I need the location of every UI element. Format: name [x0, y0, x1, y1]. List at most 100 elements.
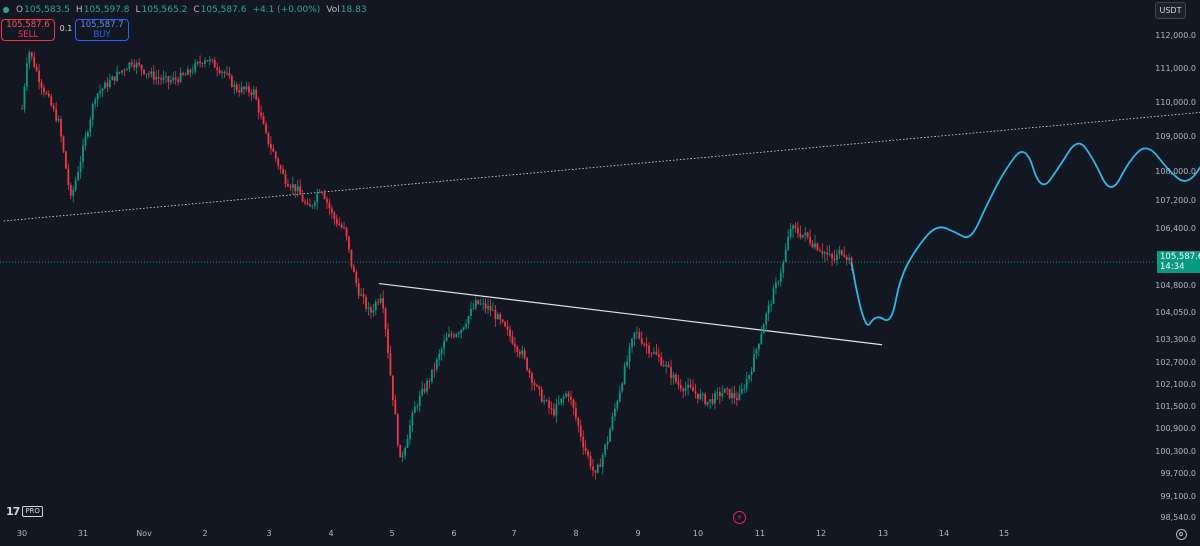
candle-body: [797, 227, 799, 234]
y-tick-label: 101,500.0: [1155, 402, 1196, 411]
candle-body: [787, 236, 790, 250]
candle-body: [140, 64, 143, 70]
candle-body: [126, 68, 128, 71]
candle-body: [104, 82, 106, 89]
candle-body: [89, 119, 92, 133]
candle-body: [116, 71, 119, 81]
ohlc-close: C 105,587.6: [193, 5, 247, 15]
candle-body: [643, 343, 646, 345]
candle-body: [130, 62, 133, 65]
buy-button[interactable]: 105,587.7 BUY: [75, 19, 129, 41]
candle-body: [682, 388, 685, 392]
candle-body: [794, 225, 797, 228]
candle-body: [448, 334, 450, 337]
candle-body: [789, 229, 792, 237]
candle-body: [709, 399, 711, 402]
candle-body: [657, 354, 660, 358]
candle-body: [777, 281, 780, 283]
candle-body: [521, 350, 524, 355]
candle-body: [474, 300, 477, 309]
candle-body: [167, 76, 170, 83]
candle-body: [330, 208, 333, 213]
candle-body: [301, 194, 304, 202]
candle-body: [135, 62, 138, 68]
candle-body: [435, 359, 438, 370]
ohlc-high: H 105,597.8: [75, 5, 130, 15]
candle-body: [565, 393, 568, 397]
candle-body: [348, 236, 350, 250]
candle-body: [404, 447, 406, 456]
candle-body: [570, 396, 572, 400]
candle-body: [611, 416, 614, 430]
candle-body: [418, 395, 421, 407]
candle-body: [816, 243, 819, 251]
candle-body: [560, 398, 563, 403]
candle-body: [782, 261, 785, 273]
candle-body: [455, 334, 458, 337]
candle-body: [243, 86, 245, 90]
candle-body: [635, 332, 638, 334]
candle-body: [345, 227, 348, 237]
candle-body: [172, 77, 175, 81]
candle-body: [350, 249, 353, 267]
x-tick-label: 2: [202, 529, 207, 538]
currency-selector[interactable]: USDT: [1155, 2, 1186, 19]
candle-body: [252, 89, 255, 95]
candle-body: [775, 282, 777, 289]
candle-body: [265, 123, 267, 133]
status-dot-icon: [3, 7, 9, 13]
y-tick-label: 98,540.0: [1160, 513, 1196, 522]
candle-body: [626, 361, 629, 366]
candle-body: [457, 333, 460, 335]
tradingview-logo[interactable]: 17 PRO: [6, 505, 43, 518]
candle-body: [155, 77, 158, 80]
candle-body: [84, 136, 87, 146]
candle-body: [426, 380, 428, 392]
candle-body: [496, 314, 499, 320]
candle-body: [523, 350, 526, 358]
x-tick-label: 11: [755, 529, 765, 538]
candle-body: [338, 223, 341, 225]
order-quantity[interactable]: 0.1: [59, 24, 73, 33]
candle-body: [616, 401, 619, 409]
candle-body: [828, 254, 831, 255]
candle-body: [306, 203, 309, 205]
candle-body: [379, 298, 382, 303]
candle-body: [184, 74, 187, 76]
x-tick-label: 10: [693, 529, 703, 538]
lightning-icon[interactable]: ⚡: [733, 511, 746, 524]
x-tick-label: 12: [816, 529, 826, 538]
projection-path: [850, 142, 1200, 326]
candle-body: [289, 186, 292, 188]
candle-body: [477, 300, 480, 305]
candle-body: [304, 201, 306, 204]
x-tick-label: 13: [878, 529, 888, 538]
candle-body: [843, 254, 846, 257]
candle-body: [445, 336, 448, 342]
y-tick-label: 106,400.0: [1155, 224, 1196, 233]
candle-body: [640, 338, 643, 344]
candle-body: [489, 306, 492, 311]
candle-body: [235, 84, 238, 91]
candle-body: [848, 257, 851, 261]
gear-icon[interactable]: [1176, 529, 1187, 540]
candle-body: [692, 387, 694, 392]
candle-body: [462, 327, 465, 330]
candle-body: [687, 384, 690, 389]
candle-body: [718, 391, 721, 397]
candle-body: [260, 112, 263, 117]
candle-body: [826, 252, 829, 255]
candle-body: [421, 388, 424, 396]
candle-body: [25, 63, 28, 87]
x-tick-label: 9: [635, 529, 640, 538]
candle-body: [589, 455, 592, 467]
candle-body: [511, 336, 514, 344]
y-tick-label: 99,700.0: [1160, 469, 1196, 478]
sell-button[interactable]: 105,587.6 SELL: [1, 19, 55, 41]
candle-body: [482, 303, 485, 305]
candle-body: [572, 399, 575, 408]
candle-body: [609, 429, 611, 442]
candle-body: [248, 86, 250, 93]
candle-body: [582, 436, 585, 448]
